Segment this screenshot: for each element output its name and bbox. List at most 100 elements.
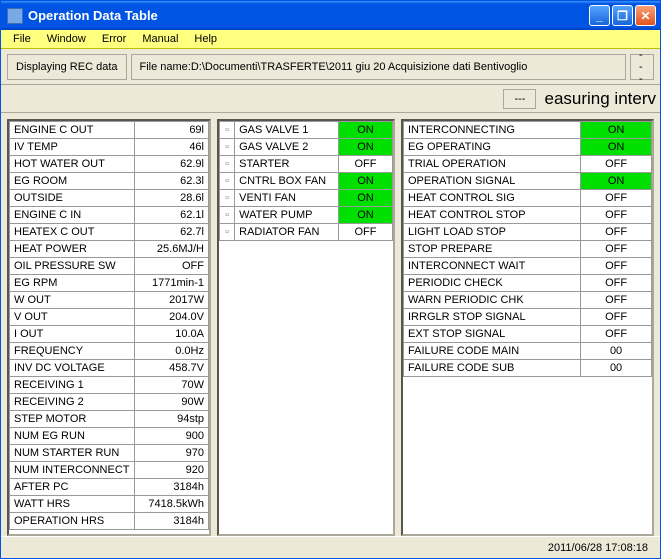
param-value: 69l (134, 122, 209, 139)
titlebar[interactable]: Operation Data Table _ ❐ ✕ (1, 1, 660, 30)
table-row: HEAT CONTROL SIGOFF (404, 190, 652, 207)
table-row: PERIODIC CHECKOFF (404, 275, 652, 292)
table-row: NUM INTERCONNECT920 (10, 462, 209, 479)
table-row: ENGINE C IN62.1l (10, 207, 209, 224)
menu-file[interactable]: File (5, 31, 39, 47)
param-label: V OUT (10, 309, 135, 326)
signal-status: 00 (581, 360, 652, 377)
param-value: 62.7l (134, 224, 209, 241)
signal-label: HEAT CONTROL SIG (404, 190, 581, 207)
param-value: 62.9l (134, 156, 209, 173)
table-row: EXT STOP SIGNALOFF (404, 326, 652, 343)
interval-button[interactable]: --- (503, 89, 536, 109)
param-label: NUM EG RUN (10, 428, 135, 445)
param-label: OPERATION HRS (10, 513, 135, 530)
signal-status: OFF (581, 156, 652, 173)
param-label: ENGINE C IN (10, 207, 135, 224)
signal-status: OFF (581, 309, 652, 326)
device-status: ON (338, 122, 392, 139)
device-label: GAS VALVE 1 (235, 122, 339, 139)
interval-band: --- easuring interv (1, 85, 660, 113)
device-status: OFF (338, 156, 392, 173)
param-label: INV DC VOLTAGE (10, 360, 135, 377)
table-row: NUM EG RUN900 (10, 428, 209, 445)
param-label: RECEIVING 2 (10, 394, 135, 411)
param-value: 458.7V (134, 360, 209, 377)
signal-status: ON (581, 173, 652, 190)
param-label: EG ROOM (10, 173, 135, 190)
signal-label: OPERATION SIGNAL (404, 173, 581, 190)
signal-label: STOP PREPARE (404, 241, 581, 258)
row-marker-icon: ▫ (220, 122, 235, 139)
menu-window[interactable]: Window (39, 31, 94, 47)
device-label: CNTRL BOX FAN (235, 173, 339, 190)
menubar: File Window Error Manual Help (1, 30, 660, 49)
param-label: OUTSIDE (10, 190, 135, 207)
close-button[interactable]: ✕ (635, 5, 656, 26)
table-row: ▫GAS VALVE 1ON (220, 122, 393, 139)
device-status: ON (338, 207, 392, 224)
table-row: ▫GAS VALVE 2ON (220, 139, 393, 156)
device-status: ON (338, 139, 392, 156)
table-row: IV TEMP46l (10, 139, 209, 156)
param-value: 46l (134, 139, 209, 156)
param-value: 70W (134, 377, 209, 394)
menu-error[interactable]: Error (94, 31, 134, 47)
minimize-button[interactable]: _ (589, 5, 610, 26)
table-row: W OUT2017W (10, 292, 209, 309)
param-value: 920 (134, 462, 209, 479)
param-value: 1771min-1 (134, 275, 209, 292)
signal-label: TRIAL OPERATION (404, 156, 581, 173)
param-value: 3184h (134, 479, 209, 496)
table-row: OIL PRESSURE SWOFF (10, 258, 209, 275)
signals-panel: INTERCONNECTINGONEG OPERATINGONTRIAL OPE… (401, 119, 654, 536)
table-row: ▫VENTI FANON (220, 190, 393, 207)
param-label: ENGINE C OUT (10, 122, 135, 139)
table-row: RECEIVING 170W (10, 377, 209, 394)
signal-status: OFF (581, 258, 652, 275)
param-label: HOT WATER OUT (10, 156, 135, 173)
rec-status-panel: Displaying REC data (7, 54, 127, 80)
signal-status: 00 (581, 343, 652, 360)
device-label: STARTER (235, 156, 339, 173)
signal-status: OFF (581, 207, 652, 224)
signal-label: INTERCONNECT WAIT (404, 258, 581, 275)
device-status: ON (338, 190, 392, 207)
toolbar-more-button[interactable]: --- (630, 54, 654, 80)
maximize-button[interactable]: ❐ (612, 5, 633, 26)
param-label: AFTER PC (10, 479, 135, 496)
file-name-panel: File name:D:\Documenti\TRASFERTE\2011 gi… (131, 54, 627, 80)
row-marker-icon: ▫ (220, 139, 235, 156)
signal-status: OFF (581, 292, 652, 309)
table-row: RECEIVING 290W (10, 394, 209, 411)
table-row: AFTER PC3184h (10, 479, 209, 496)
param-label: W OUT (10, 292, 135, 309)
menu-manual[interactable]: Manual (134, 31, 186, 47)
param-value: 7418.5kWh (134, 496, 209, 513)
table-row: HEATEX C OUT62.7l (10, 224, 209, 241)
table-row: HEAT CONTROL STOPOFF (404, 207, 652, 224)
param-value: 10.0A (134, 326, 209, 343)
table-row: IRRGLR STOP SIGNALOFF (404, 309, 652, 326)
table-row: FAILURE CODE SUB00 (404, 360, 652, 377)
table-row: WATT HRS7418.5kWh (10, 496, 209, 513)
param-value: 94stp (134, 411, 209, 428)
signal-label: INTERCONNECTING (404, 122, 581, 139)
toolbar: Displaying REC data File name:D:\Documen… (1, 49, 660, 85)
table-row: EG RPM1771min-1 (10, 275, 209, 292)
signal-label: EXT STOP SIGNAL (404, 326, 581, 343)
device-label: GAS VALVE 2 (235, 139, 339, 156)
menu-help[interactable]: Help (186, 31, 225, 47)
content-area: ENGINE C OUT69lIV TEMP46lHOT WATER OUT62… (1, 113, 660, 536)
param-label: FREQUENCY (10, 343, 135, 360)
param-value: 970 (134, 445, 209, 462)
interval-text: easuring interv (544, 89, 656, 109)
device-label: VENTI FAN (235, 190, 339, 207)
signal-label: HEAT CONTROL STOP (404, 207, 581, 224)
param-value: 25.6MJ/H (134, 241, 209, 258)
signal-status: OFF (581, 241, 652, 258)
statusbar: 2011/06/28 17:08:18 (1, 536, 660, 558)
signal-label: WARN PERIODIC CHK (404, 292, 581, 309)
status-timestamp: 2011/06/28 17:08:18 (548, 542, 648, 554)
table-row: HEAT POWER25.6MJ/H (10, 241, 209, 258)
